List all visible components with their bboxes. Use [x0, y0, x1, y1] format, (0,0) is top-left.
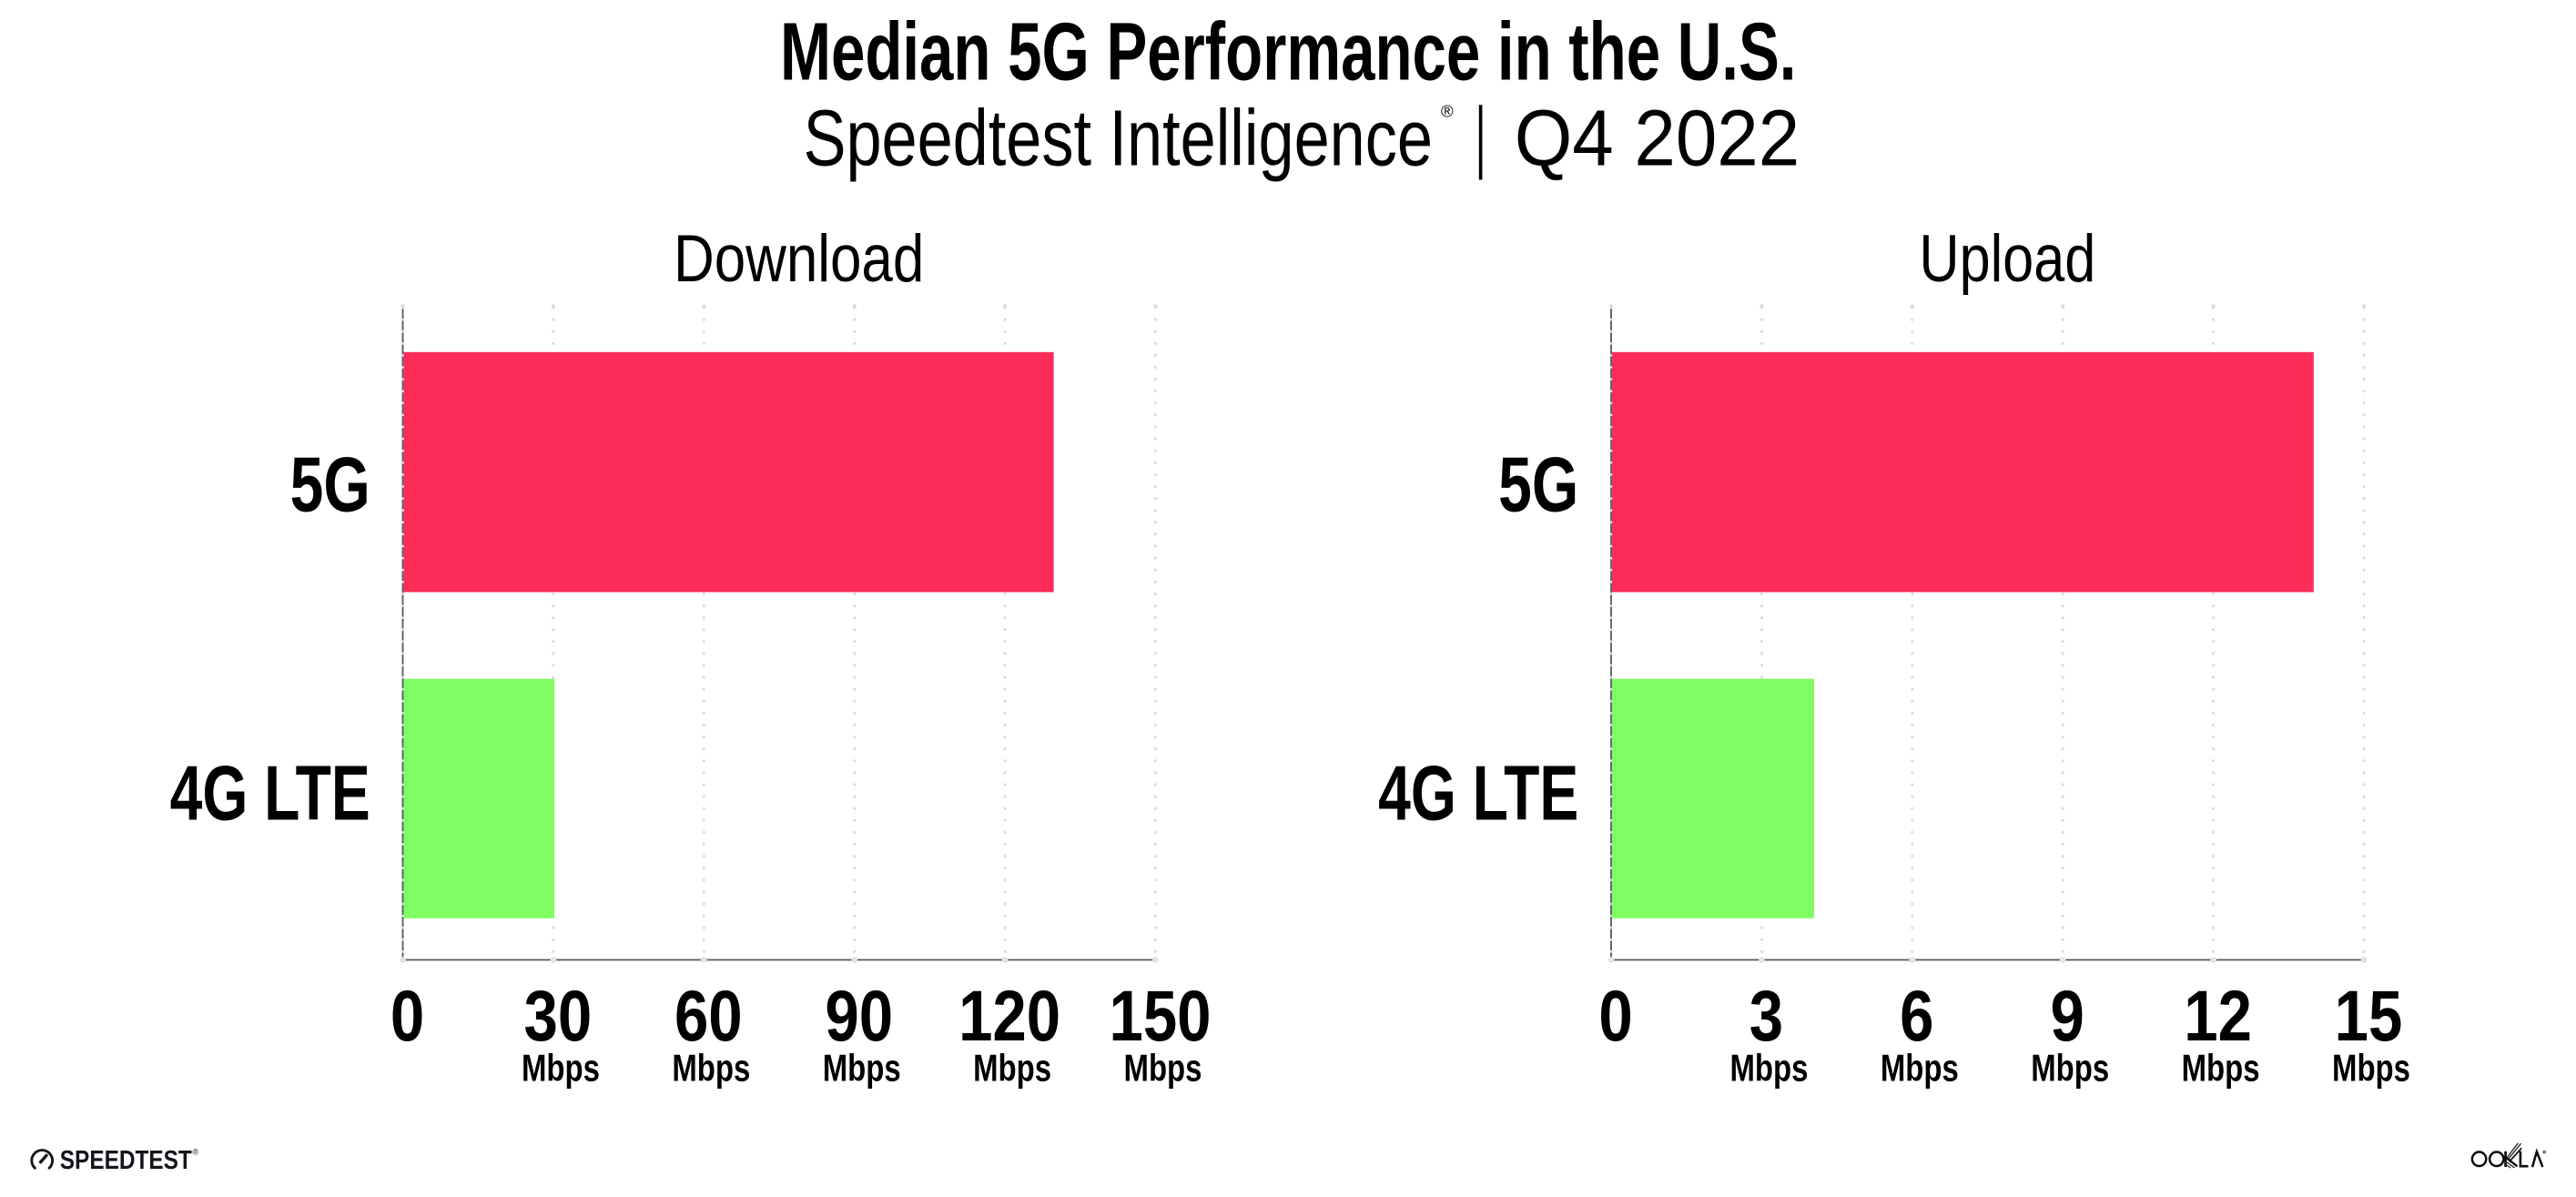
svg-text:Q4 2022: Q4 2022 [1515, 94, 1800, 182]
svg-text:60: 60 [674, 976, 743, 1056]
svg-text:120: 120 [958, 976, 1060, 1056]
svg-text:Mbps: Mbps [2031, 1047, 2109, 1090]
svg-text:Download: Download [674, 221, 924, 296]
svg-text:15: 15 [2335, 976, 2403, 1056]
svg-text:5G: 5G [290, 441, 370, 528]
svg-text:Mbps: Mbps [2182, 1047, 2260, 1090]
svg-text:150: 150 [1109, 976, 1211, 1056]
svg-text:Mbps: Mbps [973, 1047, 1051, 1090]
svg-text:9: 9 [2051, 976, 2084, 1056]
svg-text:Mbps: Mbps [1881, 1047, 1959, 1090]
svg-text:30: 30 [524, 976, 593, 1056]
svg-text:Speedtest Intelligence: Speedtest Intelligence [804, 93, 1433, 182]
svg-text:Mbps: Mbps [1729, 1047, 1808, 1090]
svg-text:Median 5G Performance in the U: Median 5G Performance in the U.S. [780, 5, 1796, 97]
svg-text:4G LTE: 4G LTE [1378, 750, 1578, 837]
svg-text:Mbps: Mbps [522, 1047, 600, 1090]
svg-text:3: 3 [1749, 976, 1783, 1056]
svg-text:6: 6 [1900, 976, 1933, 1056]
svg-text:0: 0 [1598, 976, 1632, 1056]
svg-text:4G LTE: 4G LTE [170, 750, 370, 837]
svg-text:®: ® [1441, 102, 1454, 121]
svg-text:90: 90 [825, 976, 893, 1056]
svg-text:5G: 5G [1498, 441, 1578, 528]
svg-text:0: 0 [390, 976, 424, 1056]
svg-text:Upload: Upload [1919, 222, 2095, 297]
svg-text:Mbps: Mbps [672, 1047, 750, 1090]
svg-text:®: ® [193, 1148, 199, 1157]
svg-text:Mbps: Mbps [1124, 1047, 1202, 1090]
svg-text:Mbps: Mbps [823, 1047, 901, 1090]
svg-text:SPEEDTEST: SPEEDTEST [60, 1145, 193, 1174]
svg-text:12: 12 [2184, 976, 2252, 1056]
svg-text:Mbps: Mbps [2332, 1047, 2410, 1090]
